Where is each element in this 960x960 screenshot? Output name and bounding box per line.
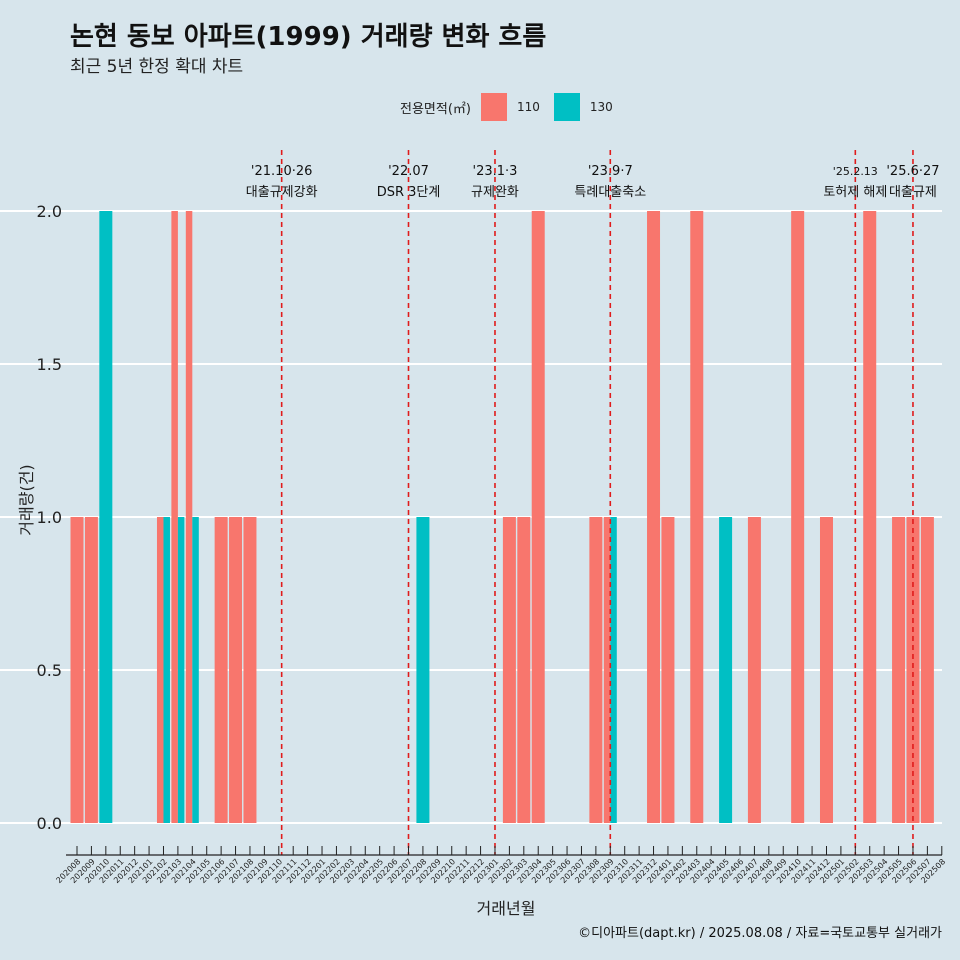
- bar-110-202309: [603, 517, 611, 823]
- event-label-3: 특례대출축소: [574, 185, 646, 200]
- bar-110-202407: [747, 517, 761, 823]
- event-label-4: 토허제 해제: [823, 185, 887, 200]
- bar-110-202401: [661, 517, 675, 823]
- bar-130-202010: [99, 211, 113, 823]
- event-date-4: '25.2.13: [833, 165, 878, 178]
- legend-title: 전용면적(㎡): [400, 101, 471, 117]
- bar-130-202104: [192, 517, 199, 823]
- bar-110-202505: [892, 517, 906, 823]
- bar-130-202208: [416, 517, 430, 823]
- legend-label-110: 110: [516, 100, 540, 114]
- chart-title: 논현 동보 아파트(1999) 거래량 변화 흐름: [70, 22, 547, 52]
- event-label-2: 규제완화: [471, 185, 519, 200]
- bar-110-202304: [531, 211, 545, 823]
- bar-110-202008: [70, 517, 84, 823]
- legend-swatch-110: [480, 93, 507, 121]
- event-date-2: '23.1·3: [473, 164, 518, 179]
- legend: 전용면적(㎡) 110 130: [400, 93, 627, 121]
- event-date-0: '21.10·26: [251, 164, 312, 179]
- chart-subtitle: 최근 5년 한정 확대 차트: [70, 57, 244, 77]
- bar-110-202009: [84, 517, 98, 823]
- y-tick-label-0: 0.0: [37, 814, 62, 833]
- bar-130-202309: [610, 517, 617, 823]
- event-date-1: '22.07: [388, 164, 429, 179]
- source-caption: ©디아파트(dapt.kr) / 2025.08.08 / 자료=국토교통부 실…: [578, 926, 942, 941]
- y-axis-label: 거래량(건): [17, 464, 36, 535]
- y-tick-label-3: 1.5: [37, 355, 62, 374]
- bar-130-202103: [177, 517, 185, 823]
- bar-110-202104: [185, 211, 193, 823]
- bar-110-202308: [589, 517, 603, 823]
- bar-110-202507: [920, 517, 934, 823]
- bar-110-202403: [690, 211, 704, 823]
- bar-110-202302: [502, 517, 516, 823]
- bar-110-202108: [243, 517, 257, 823]
- y-tick-label-1: 0.5: [37, 661, 62, 680]
- bar-110-202102: [156, 517, 164, 823]
- bar-110-202503: [863, 211, 877, 823]
- legend-label-130: 130: [589, 100, 613, 114]
- y-tick-label-2: 1.0: [37, 508, 62, 527]
- bar-110-202106: [214, 517, 228, 823]
- bar-110-202303: [517, 517, 531, 823]
- bar-110-202312: [647, 211, 661, 823]
- y-tick-label-4: 2.0: [37, 202, 62, 221]
- bar-130-202102: [163, 517, 170, 823]
- event-label-0: 대출규제강화: [246, 185, 318, 200]
- bar-110-202412: [819, 517, 833, 823]
- event-date-3: '23.9·7: [588, 164, 633, 179]
- x-axis-label: 거래년월: [477, 899, 536, 918]
- bar-110-202506: [906, 517, 920, 823]
- bar-110-202107: [229, 517, 243, 823]
- event-label-5: 대출규제: [889, 185, 937, 200]
- event-label-1: DSR 3단계: [377, 185, 441, 200]
- event-date-5: '25.6·27: [886, 164, 939, 179]
- bar-130-202405: [719, 517, 733, 823]
- bar-110-202410: [791, 211, 805, 823]
- bar-110-202103: [171, 211, 178, 823]
- legend-swatch-130: [553, 93, 580, 121]
